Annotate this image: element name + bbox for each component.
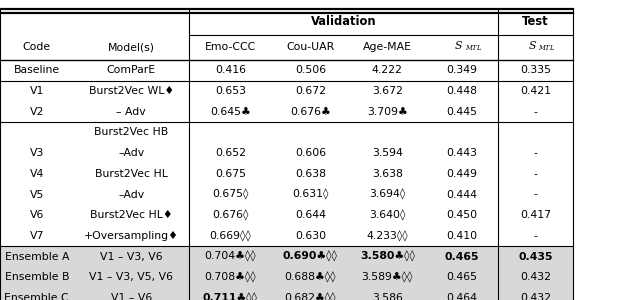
Text: Code: Code xyxy=(23,42,51,52)
Text: V2: V2 xyxy=(29,107,44,117)
Text: V5: V5 xyxy=(29,190,44,200)
Text: V1 – V3, V5, V6: V1 – V3, V5, V6 xyxy=(89,272,173,282)
Text: V1: V1 xyxy=(29,86,44,96)
Text: Ensemble B: Ensemble B xyxy=(4,272,69,282)
Text: 0.669◊◊: 0.669◊◊ xyxy=(209,230,252,242)
Text: 0.443: 0.443 xyxy=(446,148,477,158)
Text: 3.586: 3.586 xyxy=(372,293,403,300)
Text: 0.652: 0.652 xyxy=(215,148,246,158)
Text: 0.711♣◊◊: 0.711♣◊◊ xyxy=(203,292,258,300)
Text: 0.676♣: 0.676♣ xyxy=(290,107,331,117)
Text: 0.631◊: 0.631◊ xyxy=(292,189,328,200)
Text: V1 – V3, V6: V1 – V3, V6 xyxy=(100,252,163,262)
Text: 3.694◊: 3.694◊ xyxy=(369,189,405,200)
Text: 0.682♣◊◊: 0.682♣◊◊ xyxy=(285,292,336,300)
Text: 0.644: 0.644 xyxy=(295,210,326,220)
Text: 0.675: 0.675 xyxy=(215,169,246,179)
Text: V7: V7 xyxy=(29,231,44,241)
Text: – Adv: – Adv xyxy=(116,107,146,117)
Text: 3.638: 3.638 xyxy=(372,169,403,179)
Text: 0.675◊: 0.675◊ xyxy=(212,189,248,200)
Text: 0.416: 0.416 xyxy=(215,65,246,75)
Bar xyxy=(0,267,573,288)
Text: 0.445: 0.445 xyxy=(446,107,477,117)
Text: 3.580♣◊◊: 3.580♣◊◊ xyxy=(360,251,415,262)
Text: 0.444: 0.444 xyxy=(446,190,477,200)
Bar xyxy=(0,246,573,267)
Text: V6: V6 xyxy=(29,210,44,220)
Text: -: - xyxy=(533,169,538,179)
Text: 0.708♣◊◊: 0.708♣◊◊ xyxy=(205,272,256,283)
Text: 0.645♣: 0.645♣ xyxy=(210,107,251,117)
Text: 0.448: 0.448 xyxy=(446,86,477,96)
Text: 0.506: 0.506 xyxy=(295,65,326,75)
Text: Age-MAE: Age-MAE xyxy=(363,42,412,52)
Text: -: - xyxy=(533,231,538,241)
Text: –Adv: –Adv xyxy=(118,148,144,158)
Text: +Oversampling♦: +Oversampling♦ xyxy=(84,231,179,241)
Text: 0.410: 0.410 xyxy=(446,231,477,241)
Text: 3.594: 3.594 xyxy=(372,148,403,158)
Text: $_{MTL}$: $_{MTL}$ xyxy=(465,44,482,53)
Text: 0.465: 0.465 xyxy=(446,272,477,282)
Text: 0.465: 0.465 xyxy=(445,252,479,262)
Text: 4.233◊◊: 4.233◊◊ xyxy=(366,230,408,242)
Text: 0.450: 0.450 xyxy=(446,210,477,220)
Text: Baseline: Baseline xyxy=(13,65,60,75)
Text: Model(s): Model(s) xyxy=(108,42,155,52)
Text: 0.690♣◊◊: 0.690♣◊◊ xyxy=(283,251,338,262)
Text: 0.464: 0.464 xyxy=(446,293,477,300)
Text: 4.222: 4.222 xyxy=(372,65,403,75)
Text: Validation: Validation xyxy=(310,15,376,28)
Text: V1 – V6: V1 – V6 xyxy=(111,293,152,300)
Text: 0.653: 0.653 xyxy=(215,86,246,96)
Text: 0.349: 0.349 xyxy=(446,65,477,75)
Text: -: - xyxy=(533,148,538,158)
Bar xyxy=(0,288,573,300)
Text: Ensemble A: Ensemble A xyxy=(4,252,69,262)
Text: 0.676◊: 0.676◊ xyxy=(212,209,248,221)
Text: 0.630: 0.630 xyxy=(295,231,326,241)
Text: 0.704♣◊◊: 0.704♣◊◊ xyxy=(205,251,256,262)
Text: 0.335: 0.335 xyxy=(520,65,551,75)
Text: Emo-CCC: Emo-CCC xyxy=(205,42,256,52)
Text: 0.421: 0.421 xyxy=(520,86,551,96)
Text: Burst2Vec HL♦: Burst2Vec HL♦ xyxy=(90,210,173,220)
Text: –Adv: –Adv xyxy=(118,190,144,200)
Text: -: - xyxy=(533,190,538,200)
Text: $S$: $S$ xyxy=(454,39,463,51)
Text: 0.432: 0.432 xyxy=(520,272,551,282)
Text: 0.417: 0.417 xyxy=(520,210,551,220)
Text: 0.432: 0.432 xyxy=(520,293,551,300)
Text: 3.709♣: 3.709♣ xyxy=(367,107,408,117)
Text: 0.435: 0.435 xyxy=(518,252,552,262)
Text: $S$: $S$ xyxy=(527,39,537,51)
Text: $_{MTL}$: $_{MTL}$ xyxy=(538,44,556,53)
Text: Ensemble C: Ensemble C xyxy=(4,293,69,300)
Text: Burst2Vec HB: Burst2Vec HB xyxy=(94,128,168,137)
Text: 0.606: 0.606 xyxy=(295,148,326,158)
Text: Test: Test xyxy=(522,15,548,28)
Text: Cou-UAR: Cou-UAR xyxy=(286,42,335,52)
Text: 0.449: 0.449 xyxy=(446,169,477,179)
Text: -: - xyxy=(533,107,538,117)
Text: V3: V3 xyxy=(29,148,44,158)
Text: ComParE: ComParE xyxy=(107,65,156,75)
Text: 0.688♣◊◊: 0.688♣◊◊ xyxy=(285,272,336,283)
Text: 3.672: 3.672 xyxy=(372,86,403,96)
Text: 0.672: 0.672 xyxy=(295,86,326,96)
Text: 3.640◊: 3.640◊ xyxy=(369,209,405,221)
Text: Burst2Vec HL: Burst2Vec HL xyxy=(95,169,168,179)
Text: V4: V4 xyxy=(29,169,44,179)
Text: 3.589♣◊◊: 3.589♣◊◊ xyxy=(362,272,413,283)
Text: 0.638: 0.638 xyxy=(295,169,326,179)
Text: Burst2Vec WL♦: Burst2Vec WL♦ xyxy=(88,86,174,96)
